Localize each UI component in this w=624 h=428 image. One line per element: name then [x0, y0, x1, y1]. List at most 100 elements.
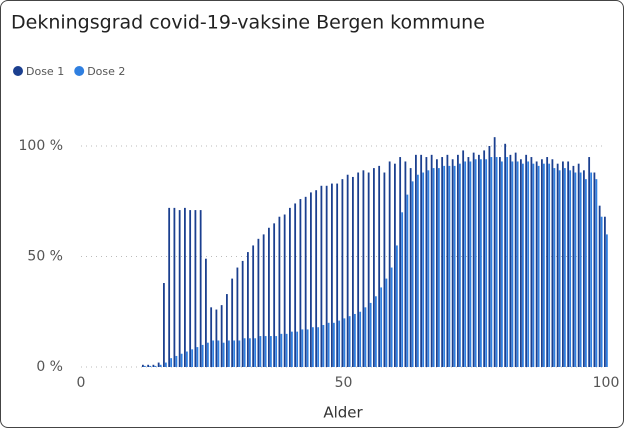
bar — [541, 159, 543, 367]
x-tick-label: 100 — [593, 375, 620, 391]
legend-swatch — [13, 66, 23, 76]
bar — [598, 205, 601, 367]
bar — [364, 307, 367, 367]
bar — [406, 194, 409, 367]
bar — [469, 161, 472, 367]
bar — [380, 287, 383, 367]
bar — [304, 196, 307, 367]
bar — [301, 329, 304, 367]
bar — [396, 245, 398, 367]
bar — [453, 165, 456, 367]
bar — [222, 342, 225, 367]
bar — [291, 331, 293, 367]
bar — [430, 154, 433, 367]
bar — [480, 159, 482, 367]
bar — [194, 210, 197, 367]
bar — [315, 190, 318, 367]
bar — [504, 143, 507, 367]
bar — [490, 157, 493, 367]
bar — [595, 179, 598, 367]
bar — [415, 154, 417, 367]
bar — [537, 165, 540, 367]
bar — [401, 212, 404, 367]
bar — [262, 234, 265, 367]
bar — [175, 355, 178, 367]
bar — [338, 320, 341, 367]
bar — [254, 338, 257, 367]
chart-title: Dekningsgrad covid-19-vaksine Bergen kom… — [11, 12, 485, 34]
bar — [590, 172, 593, 367]
bar — [317, 327, 320, 367]
bar — [467, 157, 470, 367]
bar — [585, 179, 587, 367]
bar — [142, 364, 144, 367]
bar — [296, 331, 299, 367]
bar — [443, 165, 446, 367]
x-tick-label: 50 — [335, 375, 353, 391]
bar — [220, 305, 223, 367]
bar — [252, 245, 255, 367]
bar — [530, 157, 533, 367]
bar — [432, 168, 435, 367]
bar — [147, 364, 150, 367]
bar — [493, 137, 496, 367]
bar — [178, 210, 181, 367]
bar — [378, 165, 381, 367]
bar — [348, 316, 351, 367]
bar — [285, 333, 288, 367]
bar — [152, 364, 155, 367]
bar — [191, 349, 194, 367]
bar — [231, 278, 234, 367]
bar — [186, 351, 188, 367]
bar — [501, 161, 503, 367]
bar — [168, 207, 171, 367]
bar — [341, 179, 344, 367]
bar — [184, 207, 186, 367]
bar — [495, 157, 498, 367]
bar — [483, 150, 486, 367]
bar — [196, 347, 199, 367]
bar — [532, 163, 535, 367]
bar — [249, 338, 251, 367]
bar — [556, 163, 559, 367]
bar — [289, 207, 291, 367]
bar — [472, 152, 475, 367]
bar — [583, 170, 585, 367]
x-axis-label: Alder — [323, 404, 363, 422]
bar — [336, 183, 339, 367]
y-tick-label: 50 % — [27, 249, 63, 265]
bar — [306, 329, 309, 367]
bar — [514, 152, 517, 367]
bar — [199, 210, 202, 367]
bar — [375, 296, 377, 367]
bar — [464, 161, 467, 367]
bar — [546, 157, 549, 367]
bar — [273, 223, 276, 367]
bar — [283, 214, 286, 367]
bar — [417, 174, 419, 367]
bar — [359, 311, 362, 367]
bar — [425, 157, 428, 367]
bar — [210, 307, 213, 367]
bar — [275, 336, 278, 367]
bar — [488, 146, 491, 367]
bar — [257, 238, 260, 367]
y-tick-label: 0 % — [36, 359, 63, 375]
bar — [212, 340, 215, 367]
bar — [604, 216, 606, 367]
bar — [346, 174, 349, 367]
bar — [331, 183, 333, 367]
bar — [411, 181, 414, 367]
bar — [420, 154, 423, 367]
bar — [564, 168, 566, 367]
bar — [343, 318, 346, 367]
bar — [478, 154, 480, 367]
bar — [404, 161, 407, 367]
bar — [593, 172, 596, 367]
bar — [149, 365, 152, 367]
bar — [333, 322, 335, 367]
bar — [241, 260, 244, 367]
bar — [189, 210, 192, 367]
bar — [600, 216, 603, 367]
bar — [522, 163, 524, 367]
